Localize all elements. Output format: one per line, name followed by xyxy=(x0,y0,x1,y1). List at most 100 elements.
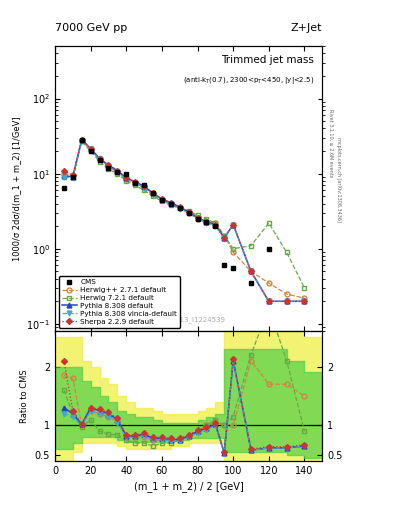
Pythia 8.308 vincia-default xyxy=(62,174,66,180)
Text: Trimmed jet mass: Trimmed jet mass xyxy=(221,55,314,65)
Herwig 7.2.1 default xyxy=(302,285,307,291)
Herwig 7.2.1 default xyxy=(266,220,271,226)
Pythia 8.308 vincia-default xyxy=(124,176,129,182)
Pythia 8.308 vincia-default xyxy=(169,201,173,207)
Pythia 8.308 default xyxy=(195,215,200,221)
Herwig 7.2.1 default xyxy=(231,246,235,252)
Sherpa 2.2.9 default xyxy=(79,137,84,143)
Herwig++ 2.7.1 default xyxy=(222,232,227,239)
Herwig 7.2.1 default xyxy=(222,232,227,239)
Sherpa 2.2.9 default xyxy=(186,209,191,215)
Pythia 8.308 vincia-default xyxy=(160,198,164,204)
Herwig++ 2.7.1 default xyxy=(266,280,271,286)
Sherpa 2.2.9 default xyxy=(204,219,209,225)
Herwig 7.2.1 default xyxy=(160,198,164,204)
Herwig++ 2.7.1 default xyxy=(302,295,307,301)
Herwig 7.2.1 default xyxy=(249,243,253,249)
Herwig++ 2.7.1 default xyxy=(106,163,111,169)
Herwig 7.2.1 default xyxy=(70,174,75,180)
CMS xyxy=(115,169,120,175)
Pythia 8.308 default xyxy=(266,298,271,304)
Herwig++ 2.7.1 default xyxy=(151,190,155,196)
Pythia 8.308 default xyxy=(204,219,209,225)
Herwig++ 2.7.1 default xyxy=(204,219,209,225)
Pythia 8.308 vincia-default xyxy=(133,180,138,186)
Herwig 7.2.1 default xyxy=(177,205,182,211)
Pythia 8.308 default xyxy=(115,167,120,174)
CMS xyxy=(222,262,227,268)
Pythia 8.308 default xyxy=(88,145,93,152)
Pythia 8.308 vincia-default xyxy=(213,223,218,229)
Herwig++ 2.7.1 default xyxy=(133,180,138,186)
Pythia 8.308 default xyxy=(177,204,182,210)
Line: CMS: CMS xyxy=(61,138,271,286)
Herwig 7.2.1 default xyxy=(284,249,289,255)
Pythia 8.308 default xyxy=(213,222,218,228)
Sherpa 2.2.9 default xyxy=(231,222,235,228)
Y-axis label: 1000/σ 2dσ/d(m_1 + m_2) [1/GeV]: 1000/σ 2dσ/d(m_1 + m_2) [1/GeV] xyxy=(12,116,21,261)
Herwig++ 2.7.1 default xyxy=(62,170,66,177)
CMS xyxy=(169,201,173,207)
Sherpa 2.2.9 default xyxy=(249,268,253,274)
Y-axis label: Ratio to CMS: Ratio to CMS xyxy=(20,369,29,423)
Pythia 8.308 default xyxy=(186,209,191,215)
Herwig 7.2.1 default xyxy=(106,166,111,172)
Line: Pythia 8.308 vincia-default: Pythia 8.308 vincia-default xyxy=(61,138,307,304)
Sherpa 2.2.9 default xyxy=(106,162,111,168)
Herwig 7.2.1 default xyxy=(204,216,209,222)
Pythia 8.308 default xyxy=(124,175,129,181)
Pythia 8.308 vincia-default xyxy=(284,298,289,304)
Pythia 8.308 vincia-default xyxy=(88,146,93,153)
Herwig 7.2.1 default xyxy=(213,220,218,226)
Sherpa 2.2.9 default xyxy=(222,235,227,241)
Herwig++ 2.7.1 default xyxy=(213,220,218,226)
Pythia 8.308 default xyxy=(151,190,155,196)
Herwig++ 2.7.1 default xyxy=(195,216,200,222)
Sherpa 2.2.9 default xyxy=(302,298,307,304)
CMS xyxy=(88,148,93,154)
Pythia 8.308 vincia-default xyxy=(115,169,120,175)
Line: Herwig++ 2.7.1 default: Herwig++ 2.7.1 default xyxy=(61,138,307,301)
CMS xyxy=(106,165,111,171)
Text: (anti-k$_\mathrm{T}$(0.7), 2300<p$_\mathrm{T}$<450, |y|<2.5): (anti-k$_\mathrm{T}$(0.7), 2300<p$_\math… xyxy=(183,75,314,86)
Pythia 8.308 vincia-default xyxy=(177,206,182,212)
Sherpa 2.2.9 default xyxy=(169,200,173,206)
Sherpa 2.2.9 default xyxy=(266,298,271,304)
CMS xyxy=(124,170,129,177)
Herwig 7.2.1 default xyxy=(133,182,138,188)
Pythia 8.308 default xyxy=(249,268,253,274)
Herwig 7.2.1 default xyxy=(186,208,191,214)
Herwig++ 2.7.1 default xyxy=(124,176,129,182)
Herwig 7.2.1 default xyxy=(151,193,155,199)
CMS xyxy=(97,157,102,163)
CMS xyxy=(231,265,235,271)
Pythia 8.308 default xyxy=(160,196,164,202)
CMS xyxy=(79,137,84,143)
Sherpa 2.2.9 default xyxy=(151,190,155,196)
CMS xyxy=(142,182,147,188)
Text: mcplots.cern.ch [arXiv:1306.3436]: mcplots.cern.ch [arXiv:1306.3436] xyxy=(336,137,341,222)
Pythia 8.308 vincia-default xyxy=(70,175,75,181)
Herwig++ 2.7.1 default xyxy=(177,205,182,211)
Sherpa 2.2.9 default xyxy=(70,173,75,179)
Herwig 7.2.1 default xyxy=(79,138,84,144)
Herwig 7.2.1 default xyxy=(115,170,120,177)
CMS xyxy=(151,190,155,196)
Herwig++ 2.7.1 default xyxy=(249,268,253,274)
Sherpa 2.2.9 default xyxy=(115,167,120,174)
Sherpa 2.2.9 default xyxy=(160,196,164,202)
Pythia 8.308 vincia-default xyxy=(204,220,209,226)
Herwig 7.2.1 default xyxy=(124,178,129,184)
Pythia 8.308 vincia-default xyxy=(266,298,271,304)
CMS xyxy=(266,246,271,252)
Pythia 8.308 vincia-default xyxy=(222,235,227,241)
Pythia 8.308 vincia-default xyxy=(106,163,111,169)
Pythia 8.308 vincia-default xyxy=(231,222,235,228)
Herwig++ 2.7.1 default xyxy=(160,197,164,203)
Herwig 7.2.1 default xyxy=(169,202,173,208)
Pythia 8.308 vincia-default xyxy=(249,268,253,274)
Herwig++ 2.7.1 default xyxy=(115,169,120,175)
X-axis label: (m_1 + m_2) / 2 [GeV]: (m_1 + m_2) / 2 [GeV] xyxy=(134,481,244,492)
Herwig 7.2.1 default xyxy=(88,148,93,154)
Pythia 8.308 default xyxy=(222,235,227,241)
